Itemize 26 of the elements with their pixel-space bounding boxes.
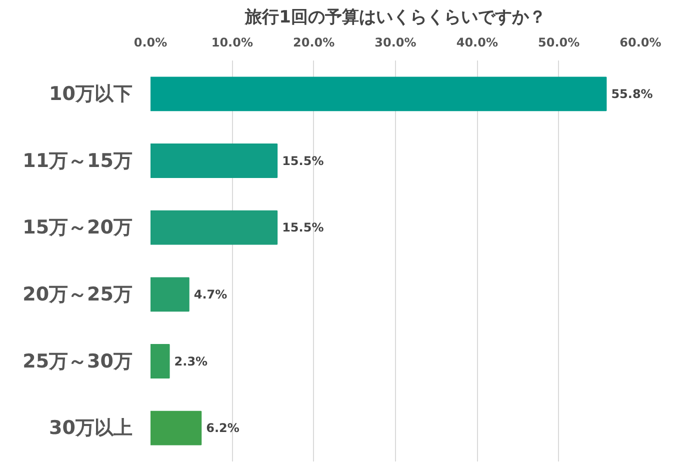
bar <box>150 76 607 112</box>
bar <box>150 210 278 245</box>
y-tick-label: 25万～30万 <box>22 350 133 372</box>
y-tick-label: 15万～20万 <box>22 216 133 239</box>
bar <box>150 344 170 378</box>
data-label: 2.3% <box>174 354 208 368</box>
chart-title: 旅行1回の予算はいくらくらいですか？ <box>244 8 546 28</box>
data-label: 55.8% <box>611 86 653 101</box>
y-tick-label: 20万～25万 <box>22 283 133 306</box>
y-tick-label: 11万～15万 <box>22 150 133 172</box>
bar <box>150 277 190 312</box>
x-tick-label: 30.0% <box>374 36 416 50</box>
x-tick-label: 0.0% <box>134 36 168 50</box>
x-tick-label: 60.0% <box>620 36 662 50</box>
x-tick-label: 10.0% <box>211 36 253 50</box>
x-tick-label: 50.0% <box>538 36 580 50</box>
y-tick-label: 10万以下 <box>49 82 133 105</box>
x-tick-label: 20.0% <box>293 36 335 50</box>
data-label: 6.2% <box>206 421 240 436</box>
data-label: 15.5% <box>282 154 324 168</box>
x-tick-label: 40.0% <box>456 36 498 50</box>
data-label: 4.7% <box>194 287 228 302</box>
bar <box>150 144 278 178</box>
y-tick-label: 30万以上 <box>49 417 133 440</box>
bar <box>150 410 202 446</box>
data-label: 15.5% <box>282 220 324 235</box>
